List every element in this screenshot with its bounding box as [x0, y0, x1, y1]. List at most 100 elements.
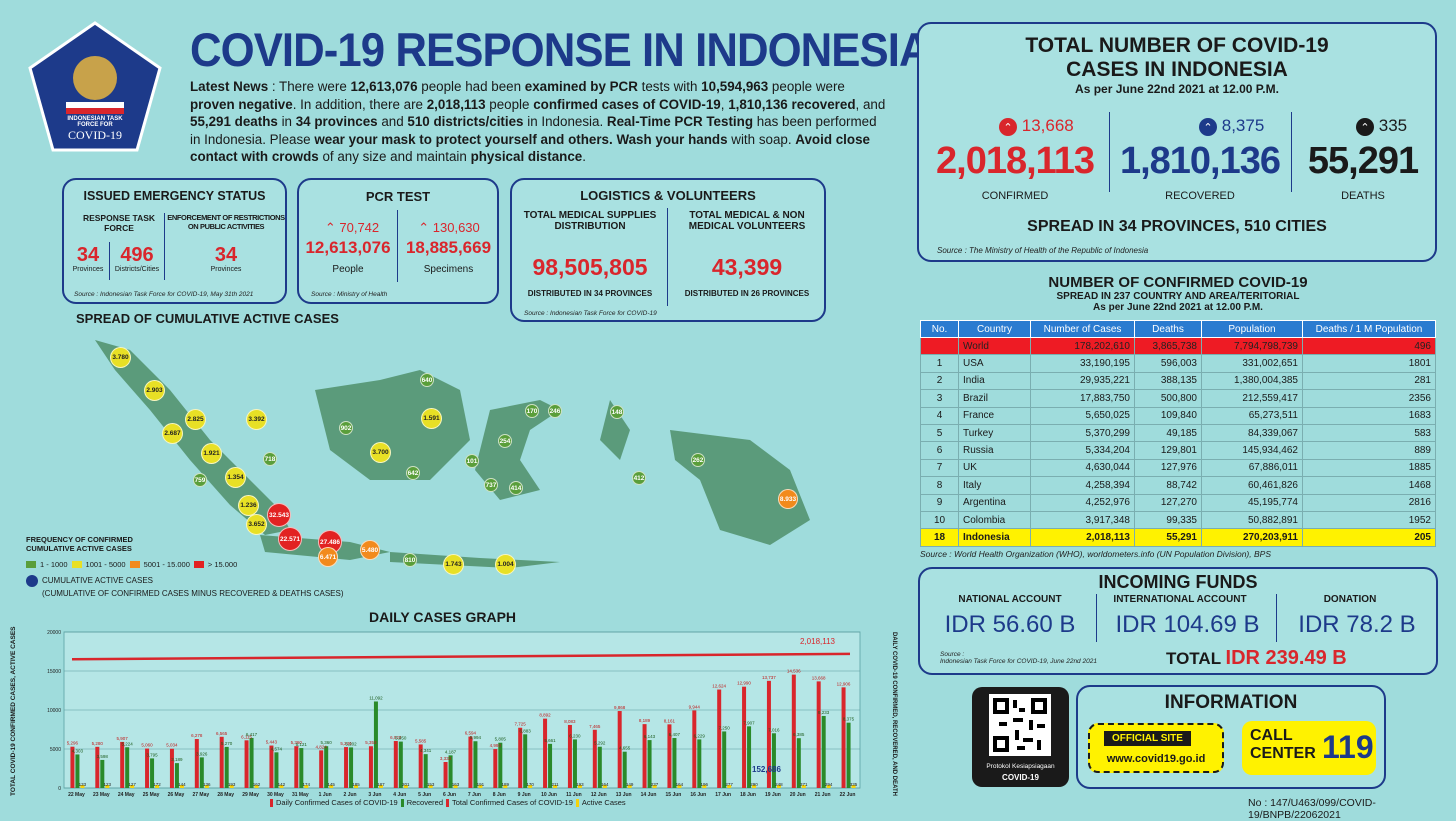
bar-label-recovered: 6,143 — [644, 734, 656, 739]
bar-confirmed — [443, 762, 448, 788]
bar-confirmed — [169, 748, 174, 788]
bar-label-deaths: 185 — [352, 782, 360, 787]
chart-title: DAILY CASES GRAPH — [369, 609, 517, 625]
bar-recovered — [523, 734, 528, 788]
map-title: SPREAD OF CUMULATIVE ACTIVE CASES — [76, 311, 339, 326]
bar-label-recovered: 5,661 — [544, 738, 556, 743]
bar-label-recovered: 4,574 — [271, 746, 283, 751]
pcr-l1: People — [332, 264, 364, 275]
bar-deaths — [105, 785, 110, 788]
bar-label-recovered: 3,189 — [171, 757, 183, 762]
bar-confirmed — [70, 746, 75, 788]
bar-recovered — [75, 754, 80, 788]
table-row: 7 UK 4,630,044 127,976 67,886,011 1885 — [920, 458, 1436, 478]
world-heading: NUMBER OF CONFIRMED COVID-19 SPREAD IN 2… — [1048, 274, 1308, 313]
emergency-n2: 496 — [120, 244, 154, 266]
bar-label-deaths: 142 — [278, 782, 286, 787]
map-dot: 246 — [548, 404, 562, 418]
bar-label-recovered: 6,883 — [520, 728, 532, 733]
bar-recovered — [672, 738, 677, 788]
bar-deaths — [254, 785, 259, 788]
bar-recovered — [597, 746, 602, 788]
bar-label-confirmed: 3,333 — [440, 756, 452, 761]
chart-x-tick: 23 May — [93, 792, 110, 798]
up-arrow-icon: ⌃ — [999, 118, 1017, 136]
pcr-source: Source : Ministry of Health — [311, 291, 388, 298]
chart-x-tick: 27 May — [192, 792, 209, 798]
bar-recovered — [100, 759, 105, 788]
chart-x-tick: 29 May — [242, 792, 259, 798]
totals-l2: RECOVERED — [1165, 190, 1235, 202]
chart-x-tick: 1 Jun — [319, 792, 332, 798]
totals-l1: CONFIRMED — [981, 190, 1049, 202]
bar-label-recovered: 6,385 — [793, 732, 805, 737]
chart-x-tick: 28 May — [217, 792, 234, 798]
bar-label-deaths: 149 — [626, 782, 634, 787]
bar-confirmed — [269, 745, 274, 788]
map-dot: 3.780 — [110, 347, 131, 368]
chart-legend: Daily Confirmed Cases of COVID-19 Recove… — [270, 798, 626, 807]
chart-ylabel-right: DAILY COVID-19 CONFIRMED, RECOVERED, AND… — [891, 632, 897, 797]
pcr-n2: 18,885,669 — [405, 238, 492, 257]
page-title: COVID-19 RESPONSE IN INDONESIA — [190, 23, 931, 76]
map-dot: 8.933 — [778, 489, 798, 509]
bar-label-deaths: 162 — [253, 782, 261, 787]
chart-x-tick: 8 Jun — [493, 792, 506, 798]
bar-confirmed — [642, 724, 647, 788]
bar-label-confirmed: 12,990 — [737, 681, 751, 686]
chart-x-tick: 16 Jun — [690, 792, 706, 798]
bar-recovered — [324, 746, 329, 788]
bar-label-recovered: 3,926 — [196, 751, 208, 756]
emergency-source: Source : Indonesian Task Force for COVID… — [74, 291, 254, 298]
bar-recovered — [572, 739, 577, 788]
chart-x-tick: 21 Jun — [815, 792, 831, 798]
bar-label-recovered: 4,303 — [72, 748, 84, 753]
totals-deaths: 55,291 — [1307, 140, 1419, 182]
qr-card[interactable]: Protokol Kesiapsiagaan COVID-19 — [972, 687, 1069, 787]
map-dot: 414 — [509, 481, 523, 495]
bar-label-deaths: 193 — [228, 782, 236, 787]
call-center-button[interactable]: CALL CENTER 119 — [1242, 721, 1376, 775]
bar-label-recovered: 5,270 — [221, 741, 233, 746]
bar-deaths — [627, 785, 632, 788]
bar-confirmed — [120, 741, 125, 788]
footer-number: No : 147/U463/099/COVID-19/BNPB/22062021 — [1248, 797, 1376, 821]
totals-asof: As per June 22nd 2021 at 12.00 P.M. — [1075, 82, 1279, 96]
bar-label-recovered: 7,250 — [719, 725, 731, 730]
official-site-button[interactable]: OFFICIAL SITE www.covid19.go.id — [1088, 723, 1224, 773]
chart-x-tick: 11 Jun — [566, 792, 582, 798]
chart-x-tick: 18 Jun — [740, 792, 756, 798]
bar-deaths — [826, 785, 831, 788]
latest-news: Latest News : There were 12,613,076 peop… — [190, 79, 886, 164]
map-dot: 640 — [420, 373, 434, 387]
bar-label-deaths: 172 — [153, 782, 161, 787]
chart-x-tick: 20 Jun — [790, 792, 806, 798]
bar-label-deaths: 193 — [576, 782, 584, 787]
chart-x-tick: 17 Jun — [715, 792, 731, 798]
map-dot: 1.354 — [225, 467, 246, 488]
bar-label-deaths: 133 — [79, 782, 87, 787]
bar-label-deaths: 290 — [750, 782, 758, 787]
funds-v1: IDR 56.60 B — [944, 611, 1076, 638]
chart-x-tick: 10 Jun — [541, 792, 557, 798]
bar-recovered — [249, 737, 254, 788]
table-row: World 178,202,610 3,865,738 7,794,798,739 49… — [920, 336, 1436, 356]
funds-total: TOTAL IDR 239.49 B — [1166, 647, 1347, 669]
bar-confirmed — [468, 736, 473, 788]
bar-deaths — [204, 785, 209, 788]
funds-h1: NATIONAL ACCOUNT — [958, 594, 1062, 605]
bar-label-recovered: 6,417 — [246, 732, 258, 737]
totals-inc2: ⌃ 8,375 — [1199, 116, 1264, 136]
bar-recovered — [747, 726, 752, 788]
map-dot: 810 — [403, 553, 417, 567]
table-row: 18 Indonesia 2,018,113 55,291 270,203,911 205 — [920, 528, 1436, 547]
bar-label-confirmed: 5,585 — [415, 738, 427, 743]
bar-recovered — [548, 743, 553, 788]
bar-label-confirmed: 6,278 — [191, 733, 203, 738]
bar-confirmed — [145, 748, 150, 788]
bar-confirmed — [717, 689, 722, 788]
bar-deaths — [155, 785, 160, 788]
bar-deaths — [354, 785, 359, 788]
chart-x-tick: 19 Jun — [765, 792, 781, 798]
bar-label-deaths: 237 — [651, 782, 659, 787]
